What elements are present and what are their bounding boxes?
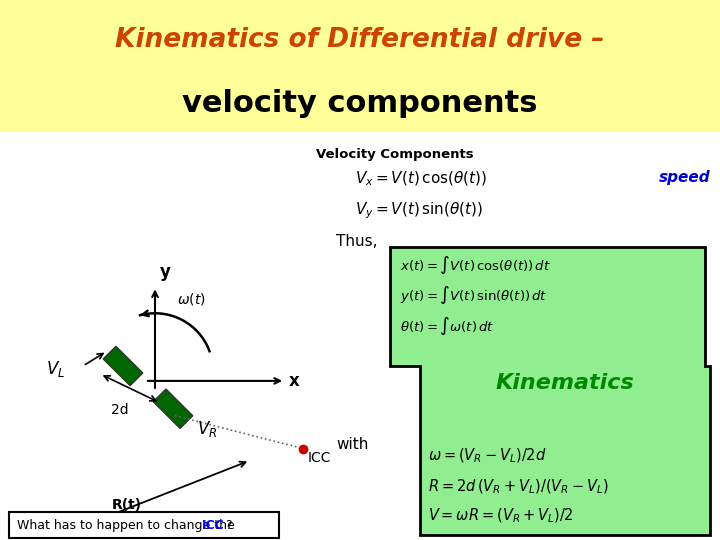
Text: with: with: [336, 436, 369, 451]
Text: ?: ?: [222, 518, 233, 531]
Text: Thus,: Thus,: [336, 234, 377, 249]
Text: $\omega =  ( V_R - V_L ) / 2d$: $\omega = ( V_R - V_L ) / 2d$: [428, 447, 546, 465]
FancyBboxPatch shape: [9, 512, 279, 538]
Text: $y(t) = \int V(t)\,\sin(\theta(t))\,dt$: $y(t) = \int V(t)\,\sin(\theta(t))\,dt$: [400, 285, 548, 306]
Text: x: x: [289, 372, 300, 390]
Text: $\omega(t)$: $\omega(t)$: [177, 292, 206, 307]
Text: $V_y = V(t)\,\sin(\theta(t))$: $V_y = V(t)\,\sin(\theta(t))$: [355, 200, 483, 220]
Text: 2d: 2d: [111, 403, 129, 417]
Text: ICC: ICC: [308, 451, 331, 465]
Polygon shape: [103, 346, 143, 386]
Text: $V_x = V(t)\,\cos(\theta(t))$: $V_x = V(t)\,\cos(\theta(t))$: [355, 170, 487, 188]
Text: robot's turning radius: robot's turning radius: [67, 525, 187, 535]
Text: Velocity Components: Velocity Components: [316, 148, 474, 161]
Text: Kinematics: Kinematics: [495, 373, 634, 393]
Text: y: y: [160, 264, 171, 281]
Text: $x(t) = \int V(t)\,\cos(\theta(t))\,dt$: $x(t) = \int V(t)\,\cos(\theta(t))\,dt$: [400, 254, 551, 275]
Text: $V = \omega R = ( V_R + V_L ) / 2$: $V = \omega R = ( V_R + V_L ) / 2$: [428, 506, 574, 524]
Text: Kinematics of Differential drive –: Kinematics of Differential drive –: [115, 26, 605, 53]
Text: $V_L$: $V_L$: [46, 359, 65, 379]
Text: R(t): R(t): [112, 498, 142, 512]
Text: $R =  2d\,( V_R + V_L ) / ( V_R - V_L )$: $R = 2d\,( V_R + V_L ) / ( V_R - V_L )$: [428, 477, 609, 496]
Text: $\theta(t) = \int \omega(t)\,dt$: $\theta(t) = \int \omega(t)\,dt$: [400, 315, 495, 338]
Text: $V_R$: $V_R$: [197, 418, 217, 438]
Polygon shape: [153, 389, 193, 428]
Text: speed: speed: [658, 170, 710, 185]
Text: What has to happen to change the: What has to happen to change the: [17, 518, 239, 531]
Text: velocity components: velocity components: [182, 89, 538, 118]
Polygon shape: [390, 247, 710, 535]
Text: ICC: ICC: [202, 518, 225, 531]
